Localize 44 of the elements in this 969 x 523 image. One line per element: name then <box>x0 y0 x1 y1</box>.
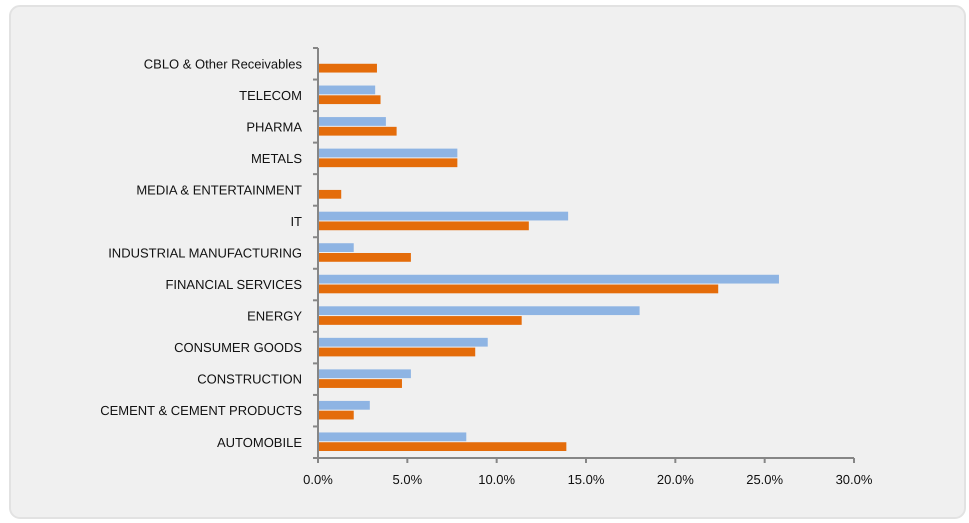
y-tick-label: FINANCIAL SERVICES <box>165 277 302 292</box>
bar <box>318 379 402 388</box>
y-tick-label: CONSUMER GOODS <box>174 340 302 356</box>
bar <box>318 316 522 325</box>
bar <box>318 148 458 158</box>
y-tick-label: CEMENT & CEMENT PRODUCTS <box>100 403 302 418</box>
y-tick-label: MEDIA & ENTERTAINMENT <box>136 182 302 198</box>
x-tick-label: 15.0% <box>568 472 605 487</box>
bar <box>318 86 376 94</box>
bar <box>318 243 354 252</box>
bar <box>318 221 529 230</box>
y-tick-label: PHARMA <box>246 119 302 134</box>
bar <box>318 274 779 284</box>
bar <box>318 95 381 104</box>
x-tick-label: 20.0% <box>656 472 694 487</box>
bar <box>318 253 411 262</box>
bar <box>318 410 354 420</box>
bar <box>318 348 476 356</box>
y-tick-label: CONSTRUCTION <box>197 372 302 387</box>
y-tick-label: TELECOM <box>239 88 302 103</box>
bar <box>318 190 342 199</box>
x-tick-label: 5.0% <box>392 472 423 487</box>
bar <box>318 117 386 126</box>
bar <box>318 284 718 294</box>
bar <box>318 442 566 452</box>
y-tick-label: CBLO & Other Receivables <box>144 56 302 72</box>
bar <box>318 432 466 442</box>
y-tick-label: AUTOMOBILE <box>216 434 302 450</box>
bar <box>318 64 377 73</box>
x-tick-label: 25.0% <box>746 472 784 487</box>
bar <box>318 400 370 410</box>
bar <box>318 212 568 220</box>
y-tick-label: METALS <box>250 150 302 166</box>
bar <box>318 369 411 378</box>
y-tick-label: ENERGY <box>247 308 302 324</box>
bar <box>318 338 488 347</box>
y-tick-label: INDUSTRIAL MANUFACTURING <box>108 246 302 261</box>
bar <box>318 306 640 316</box>
bar <box>318 126 397 136</box>
x-tick-label: 0.0% <box>303 472 334 487</box>
bar <box>318 158 458 168</box>
y-tick-label: IT <box>290 214 302 230</box>
x-tick-label: 10.0% <box>478 472 516 487</box>
x-tick-label: 30.0% <box>836 472 873 487</box>
